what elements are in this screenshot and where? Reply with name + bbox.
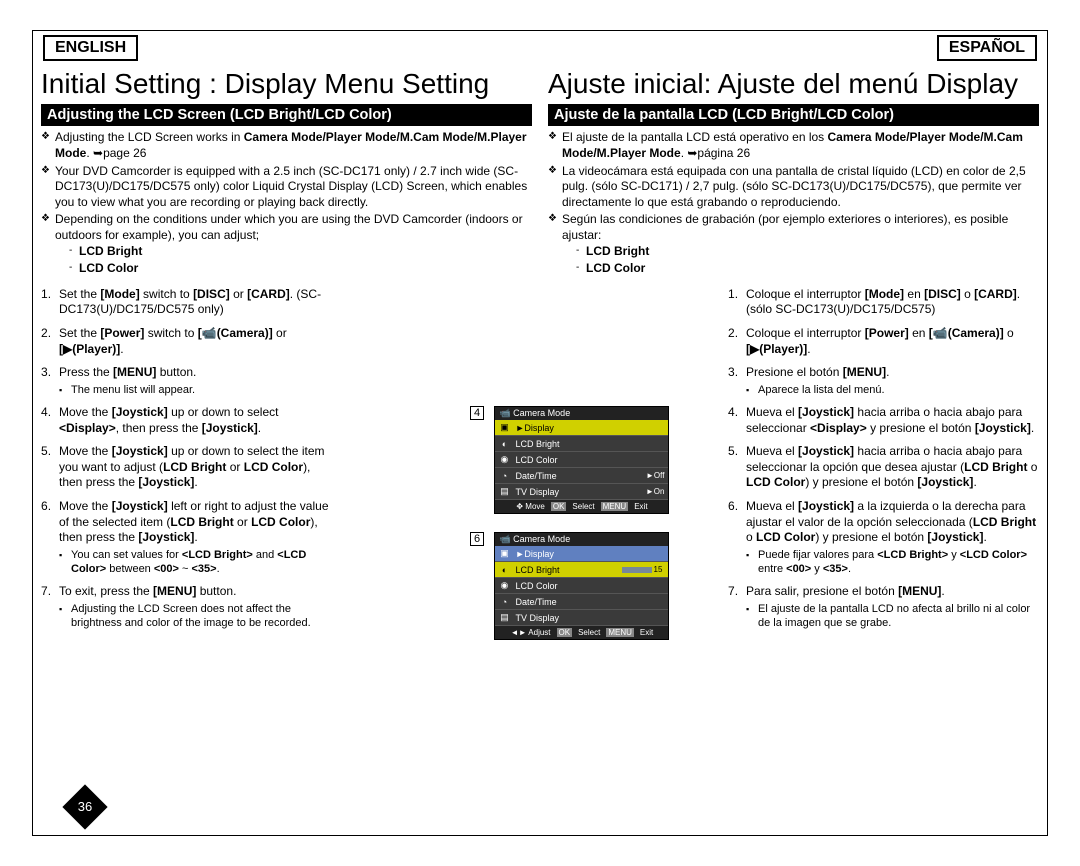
right-bullet-3: Según las condiciones de grabación (por … — [548, 212, 1039, 276]
lcd-screenshots: 4 📹 Camera Mode ▣►Display ◐LCD Bright ◉L… — [470, 406, 675, 640]
screenshot-number-4: 4 — [470, 406, 484, 420]
left-sub-2: LCD Color — [69, 261, 532, 277]
lcd-screen-6: 📹 Camera Mode ▣►Display ◐LCD Bright15 ◉L… — [494, 532, 669, 640]
right-subhead: Ajuste de la pantalla LCD (LCD Bright/LC… — [548, 104, 1039, 126]
left-step-7: To exit, press the [MENU] button. Adjust… — [41, 584, 331, 630]
manual-page: ENGLISH ESPAÑOL Initial Setting : Displa… — [32, 30, 1048, 836]
right-title: Ajuste inicial: Ajuste del menú Display — [548, 69, 1039, 98]
left-step-4: Move the [Joystick] up or down to select… — [41, 405, 331, 436]
right-step-1: Coloque el interruptor [Mode] en [DISC] … — [728, 287, 1038, 318]
left-step-1: Set the [Mode] switch to [DISC] or [CARD… — [41, 287, 331, 318]
left-bullet-1: Adjusting the LCD Screen works in Camera… — [41, 130, 532, 161]
lang-spanish: ESPAÑOL — [937, 35, 1037, 61]
lcd-screen-4: 📹 Camera Mode ▣►Display ◐LCD Bright ◉LCD… — [494, 406, 669, 514]
left-step-6: Move the [Joystick] left or right to adj… — [41, 499, 331, 576]
page-number: 36 — [62, 784, 107, 829]
right-steps: Coloque el interruptor [Mode] en [DISC] … — [728, 287, 1038, 631]
left-bullet-2: Your DVD Camcorder is equipped with a 2.… — [41, 164, 532, 211]
right-step-3: Presione el botón [MENU]. Aparece la lis… — [728, 365, 1038, 397]
left-subhead: Adjusting the LCD Screen (LCD Bright/LCD… — [41, 104, 532, 126]
left-title: Initial Setting : Display Menu Setting — [41, 69, 532, 98]
right-step-6: Mueva el [Joystick] a la izquierda o la … — [728, 499, 1038, 576]
left-bullets: Adjusting the LCD Screen works in Camera… — [41, 130, 532, 276]
right-step-7: Para salir, presione el botón [MENU]. El… — [728, 584, 1038, 630]
lang-english: ENGLISH — [43, 35, 138, 61]
left-step-5: Move the [Joystick] up or down to select… — [41, 444, 331, 491]
left-step-3: Press the [MENU] button. The menu list w… — [41, 365, 331, 397]
left-steps: Set the [Mode] switch to [DISC] or [CARD… — [41, 287, 331, 631]
right-sub-1: LCD Bright — [576, 244, 1039, 260]
left-sub-1: LCD Bright — [69, 244, 532, 260]
right-sub-2: LCD Color — [576, 261, 1039, 277]
language-bar: ENGLISH ESPAÑOL — [33, 31, 1047, 63]
right-step-2: Coloque el interruptor [Power] en [📹(Cam… — [728, 326, 1038, 357]
left-bullet-3: Depending on the conditions under which … — [41, 212, 532, 276]
right-bullet-1: El ajuste de la pantalla LCD está operat… — [548, 130, 1039, 161]
right-bullet-2: La videocámara está equipada con una pan… — [548, 164, 1039, 211]
left-column: Initial Setting : Display Menu Setting A… — [33, 63, 540, 639]
screenshot-number-6: 6 — [470, 532, 484, 546]
left-step-2: Set the [Power] switch to [📹(Camera)] or… — [41, 326, 331, 357]
right-step-4: Mueva el [Joystick] hacia arriba o hacia… — [728, 405, 1038, 436]
right-step-5: Mueva el [Joystick] hacia arriba o hacia… — [728, 444, 1038, 491]
right-bullets: El ajuste de la pantalla LCD está operat… — [548, 130, 1039, 276]
